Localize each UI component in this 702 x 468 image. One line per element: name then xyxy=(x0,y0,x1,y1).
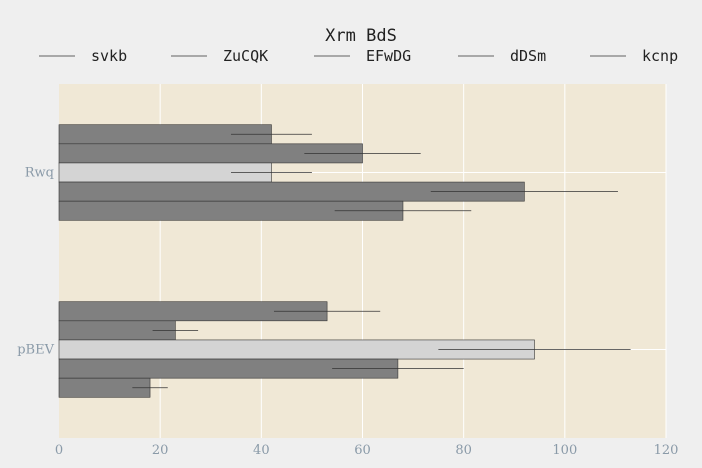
bars xyxy=(58,124,535,398)
legend: svkb ZuCQK EFwDG dDSm kcnp xyxy=(39,47,678,65)
x-tick-label: 20 xyxy=(152,443,169,458)
x-tick-label: 120 xyxy=(654,443,679,458)
x-tick-label: 60 xyxy=(354,443,371,458)
y-tick-label: pBEV xyxy=(17,343,54,358)
tick-labels: 0 20 40 60 80 100 120 Rwq pBEV xyxy=(17,166,678,459)
legend-label: svkb xyxy=(91,47,127,65)
x-tick-label: 0 xyxy=(55,443,63,458)
legend-label: dDSm xyxy=(510,47,546,65)
x-tick-label: 40 xyxy=(253,443,270,458)
x-tick-label: 100 xyxy=(552,443,577,458)
legend-label: ZuCQK xyxy=(223,47,268,65)
x-tick-label: 80 xyxy=(455,443,472,458)
error-bars xyxy=(132,133,631,389)
legend-label: kcnp xyxy=(642,47,678,65)
legend-label: EFwDG xyxy=(366,47,411,65)
chart-title: Xrm BdS xyxy=(325,26,397,46)
y-tick-label: Rwq xyxy=(25,166,54,181)
